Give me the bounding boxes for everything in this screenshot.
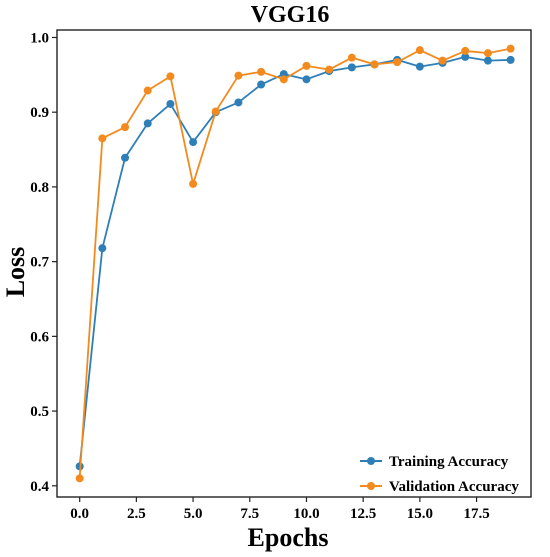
data-point — [438, 56, 447, 65]
y-tick-label: 0.4 — [30, 479, 49, 495]
x-tick-label: 7.5 — [240, 506, 259, 522]
data-point — [211, 107, 220, 116]
legend: Training Accuracy Validation Accuracy — [360, 454, 519, 495]
y-tick-label: 0.7 — [30, 255, 49, 271]
data-point — [415, 62, 424, 71]
data-point — [166, 72, 175, 81]
x-tick-label: 15.0 — [407, 506, 433, 522]
x-tick-label: 17.5 — [463, 506, 489, 522]
data-point — [166, 99, 175, 108]
series-line — [78, 47, 511, 479]
data-point — [257, 80, 266, 89]
data-point — [75, 474, 84, 483]
y-tick-label: 0.9 — [30, 105, 49, 121]
legend-label: Validation Accuracy — [389, 479, 519, 495]
data-point — [393, 58, 402, 67]
y-tick-label: 0.6 — [30, 329, 49, 345]
data-point — [347, 63, 356, 72]
data-point — [483, 56, 492, 65]
chart-title: VGG16 — [251, 2, 330, 28]
x-axis-label: Epochs — [248, 523, 329, 552]
data-point — [257, 67, 266, 76]
data-point — [189, 179, 198, 188]
data-point — [189, 138, 198, 147]
data-point — [302, 75, 311, 84]
y-axis-label: Loss — [1, 247, 30, 298]
data-point — [143, 119, 152, 128]
data-point — [506, 55, 515, 64]
data-point — [483, 49, 492, 58]
legend-marker — [367, 457, 375, 465]
data-point — [143, 86, 152, 95]
data-point — [415, 46, 424, 55]
data-point — [347, 53, 356, 62]
y-tick-label: 0.5 — [30, 404, 49, 420]
plot-frame — [56, 29, 532, 498]
data-point — [325, 65, 334, 74]
x-tick-label: 10.0 — [293, 506, 319, 522]
data-point — [279, 75, 288, 84]
data-point — [121, 123, 130, 132]
data-point — [98, 134, 107, 143]
data-point — [121, 153, 130, 162]
series-line — [78, 56, 511, 467]
plot-area — [75, 44, 515, 483]
axis-ticks: 0.0 2.5 5.0 7.5 10.0 12.5 15.0 17.5 0.4 0.5 0.6 0.7… — [30, 30, 489, 522]
data-point — [98, 244, 107, 253]
x-tick-label: 2.5 — [127, 506, 146, 522]
x-tick-label: 5.0 — [184, 506, 203, 522]
data-point — [234, 98, 243, 107]
y-tick-label: 1.0 — [30, 30, 49, 46]
data-point — [302, 61, 311, 70]
data-point — [370, 60, 379, 69]
series-validation — [75, 44, 515, 483]
data-point — [234, 71, 243, 80]
legend-label: Training Accuracy — [389, 454, 509, 470]
series-training — [75, 52, 515, 471]
x-tick-label: 12.5 — [350, 506, 376, 522]
y-tick-label: 0.8 — [30, 180, 49, 196]
data-point — [461, 52, 470, 61]
data-point — [461, 46, 470, 55]
data-point — [506, 44, 515, 53]
x-tick-label: 0.0 — [70, 506, 89, 522]
legend-marker — [367, 482, 375, 490]
